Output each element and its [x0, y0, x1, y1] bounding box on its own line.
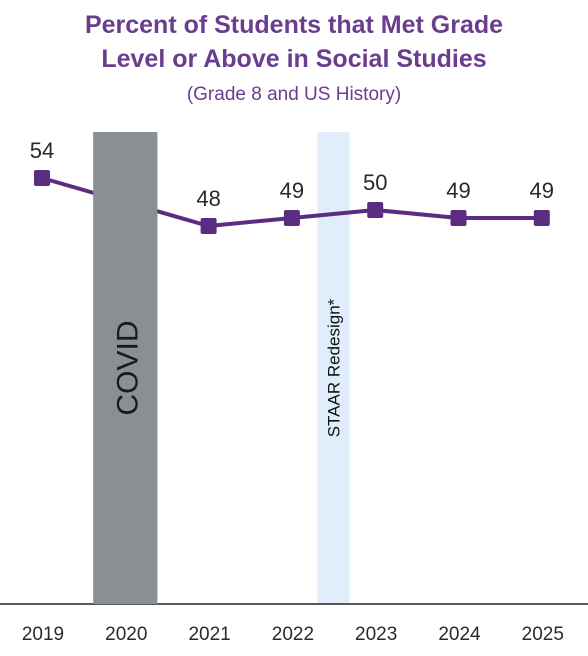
data-label-2021: 48 [196, 186, 220, 211]
data-point-2024 [450, 210, 467, 226]
data-point-2023 [367, 202, 384, 218]
data-label-2023: 50 [363, 170, 387, 195]
x-tick-label-2020: 2020 [105, 624, 147, 645]
x-tick-label-2024: 2024 [438, 624, 481, 645]
data-label-2022: 49 [280, 178, 304, 203]
x-tick-label-2022: 2022 [272, 624, 314, 645]
annotation-band-covid-overlay [93, 132, 158, 604]
x-tick-label-2025: 2025 [522, 624, 564, 645]
annotation-label-covid-overlay: COVID [111, 320, 144, 415]
data-label-2019: 54 [30, 138, 54, 163]
x-tick-label-2023: 2023 [355, 624, 397, 645]
x-tick-label-2021: 2021 [188, 624, 230, 645]
chart-title-line-2: Level or Above in Social Studies [101, 45, 487, 73]
chart-title-line-1: Percent of Students that Met Grade [84, 11, 504, 39]
series-line [41, 176, 542, 228]
data-label-2024: 49 [446, 178, 470, 203]
data-point-2025 [533, 210, 550, 226]
x-tick-label-2019: 2019 [22, 624, 64, 645]
annotation-label-staar-redesign: STAAR Redesign* [325, 298, 344, 437]
data-point-2022 [283, 210, 300, 226]
data-point-2021 [200, 218, 217, 234]
annotation-band-staar-redesign [317, 132, 350, 604]
data-point-2019 [34, 170, 50, 186]
data-label-2025: 49 [530, 178, 554, 203]
chart-subtitle: (Grade 8 and US History) [186, 84, 402, 105]
